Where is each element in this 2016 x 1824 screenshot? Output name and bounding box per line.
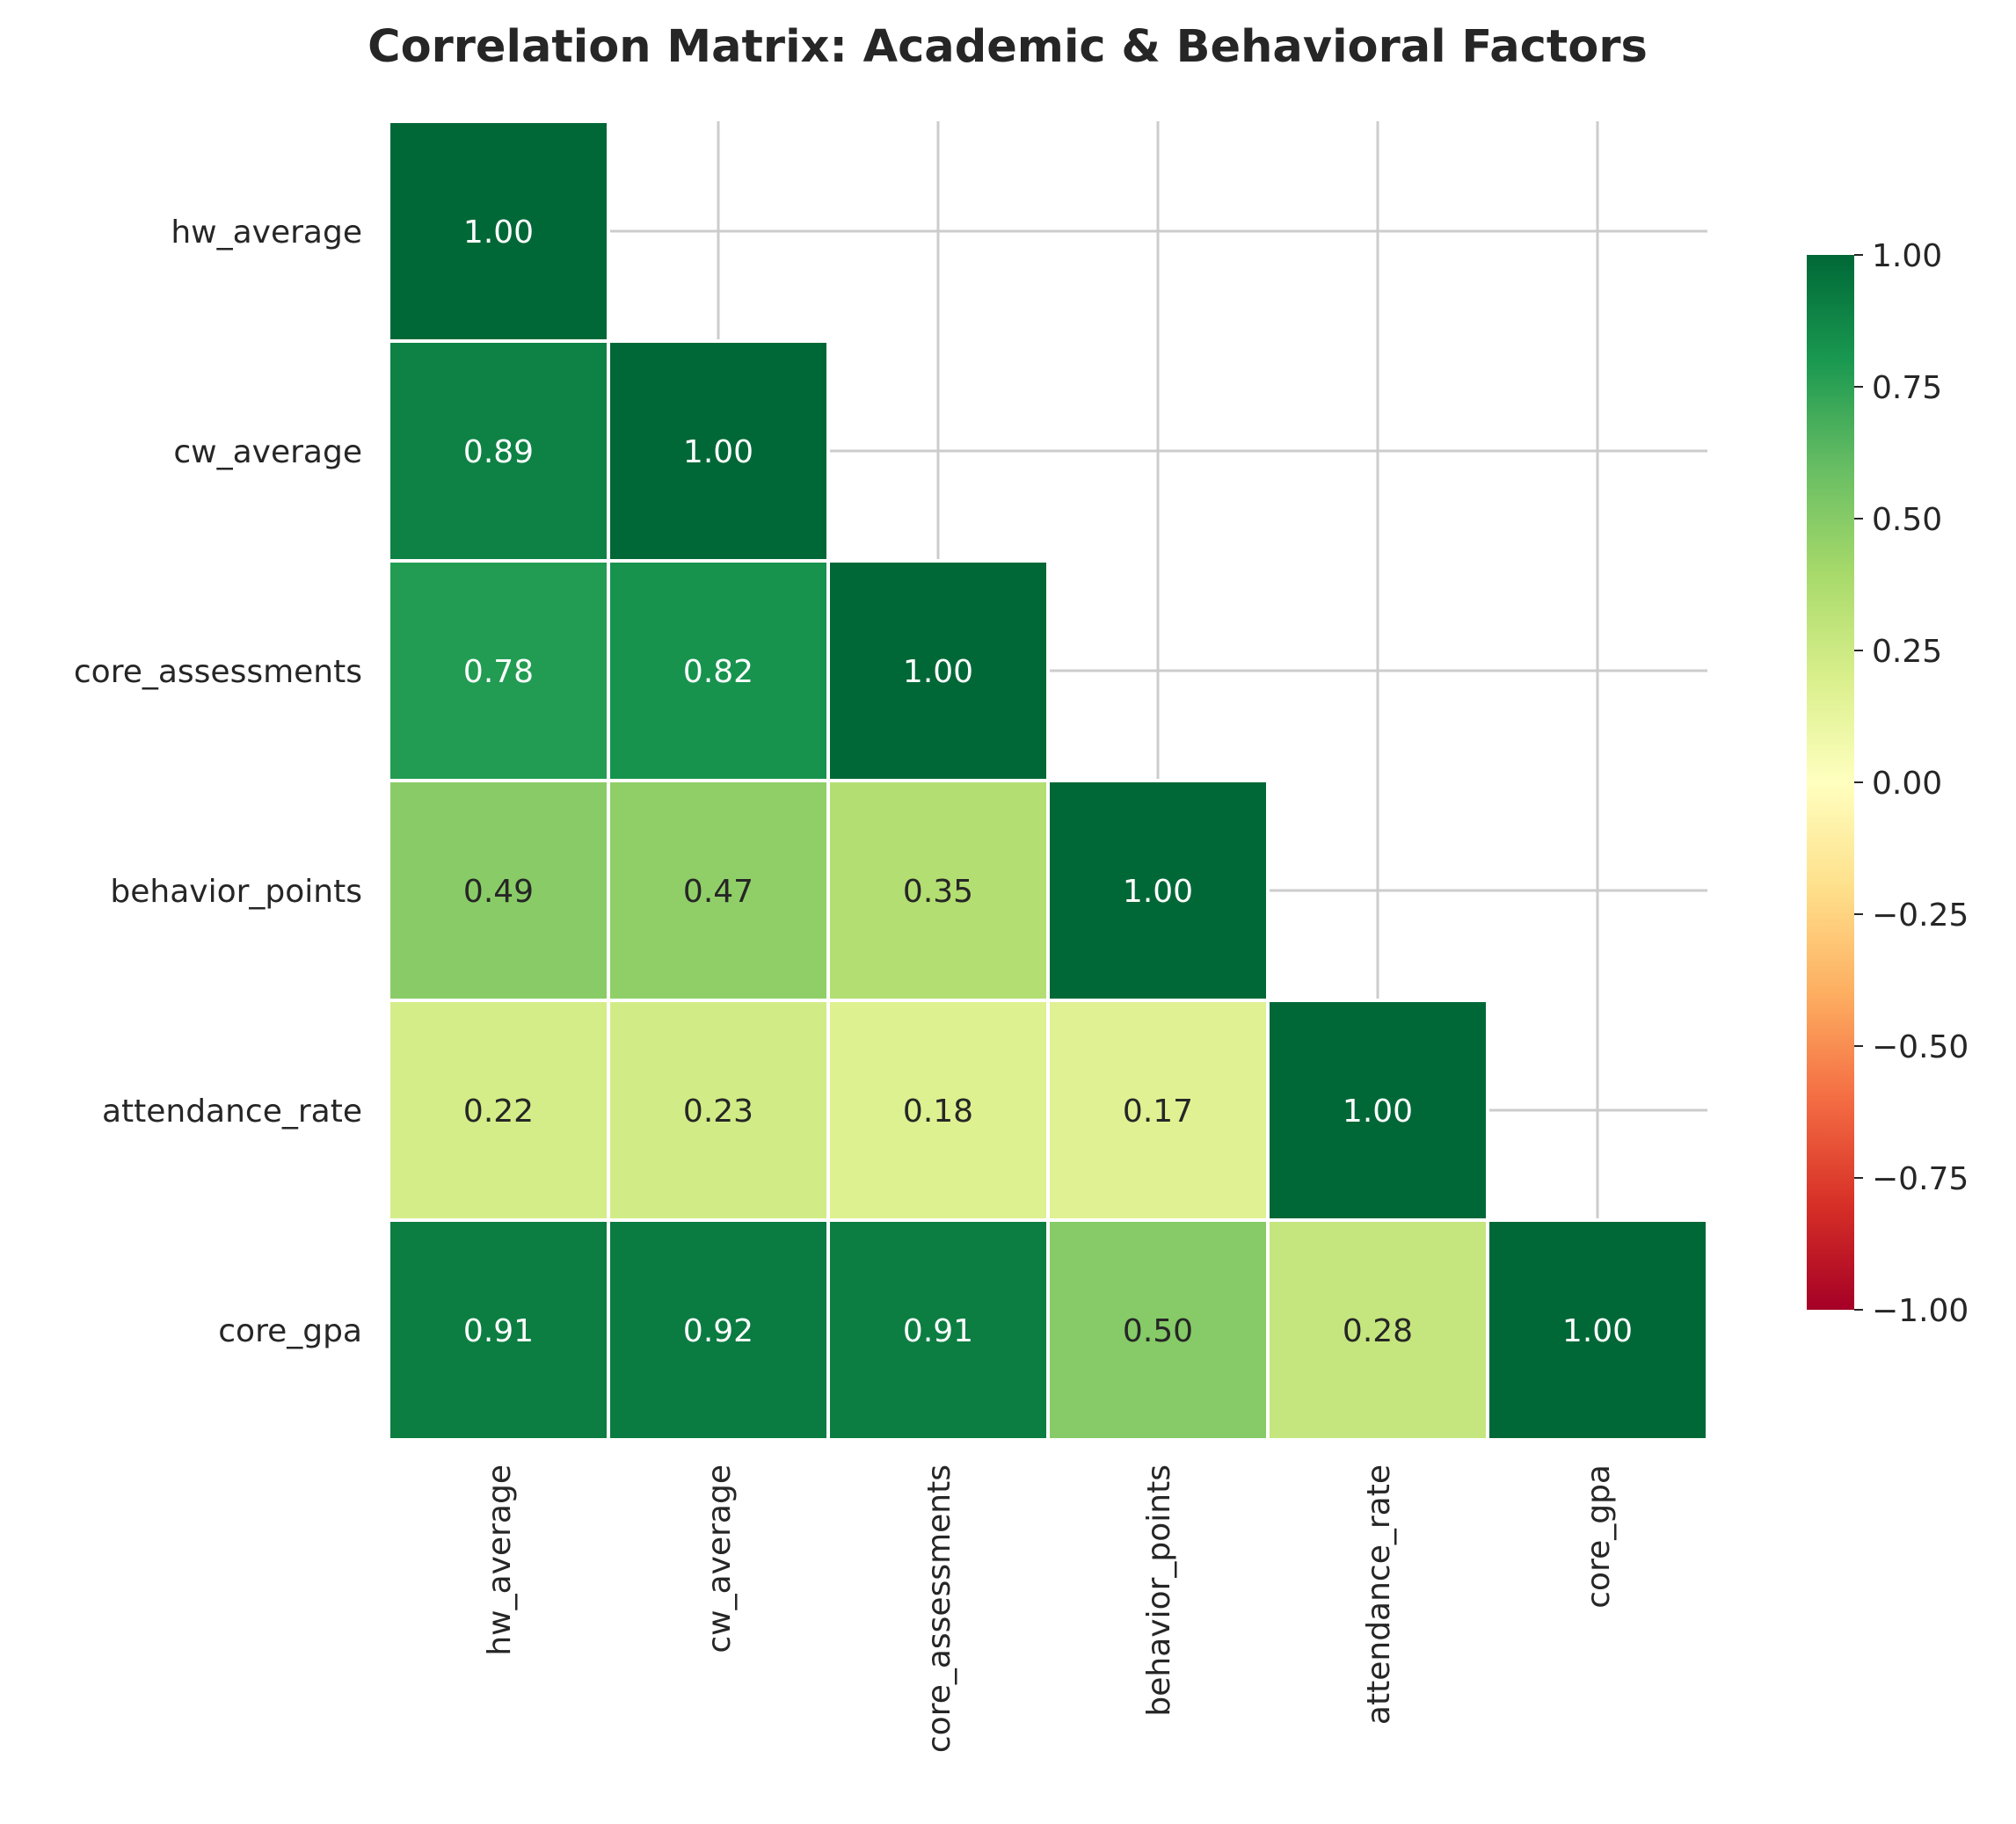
heatmap-cell	[387, 559, 610, 782]
heatmap-cell	[1266, 1218, 1489, 1442]
heatmap-cell	[387, 999, 610, 1222]
heatmap-cells: 1.00 0.89 1.00 0.78 0.82 1.00 0.49 0.47 0.35 1.00…	[387, 120, 1709, 1442]
cell-value-label: 0.35	[903, 874, 973, 910]
colorbar-tick-label: 0.50	[1872, 502, 1942, 538]
x-tick-label: attendance_rate	[1361, 1464, 1397, 1725]
heatmap-cell	[387, 339, 610, 563]
cell-value-label: 1.00	[1562, 1313, 1633, 1349]
cell-value-label: 0.47	[683, 874, 753, 910]
chart-title: Correlation Matrix: Academic & Behaviora…	[368, 21, 1648, 73]
colorbar-tick-label: −0.75	[1872, 1161, 1969, 1197]
colorbar: 1.00 0.75 0.50 0.25 0.00 −0.25 −0.50 −0.75 −1.00	[1807, 238, 1969, 1329]
cell-value-label: 0.49	[463, 874, 534, 910]
cell-value-label: 0.92	[683, 1313, 753, 1349]
x-axis-tick-labels: hw_average cw_average core_assessments beha…	[482, 1464, 1617, 1753]
colorbar-tick-label: 0.00	[1872, 766, 1942, 802]
cell-value-label: 0.91	[463, 1313, 534, 1349]
colorbar-tick-label: −0.25	[1872, 897, 1969, 934]
colorbar-tick-label: 0.25	[1872, 634, 1942, 670]
heatmap-cell	[826, 779, 1050, 1002]
heatmap-cell	[387, 779, 610, 1002]
cell-value-label: 0.18	[903, 1094, 973, 1130]
y-tick-label: hw_average	[171, 214, 362, 251]
cell-value-label: 0.78	[463, 654, 534, 690]
colorbar-tick-label: 1.00	[1872, 238, 1942, 274]
cell-value-label: 0.50	[1123, 1313, 1193, 1349]
x-tick-label: behavior_points	[1141, 1464, 1177, 1717]
cell-value-label: 0.22	[463, 1094, 534, 1130]
colorbar-tick-label: −0.50	[1872, 1029, 1969, 1065]
cell-value-label: 1.00	[683, 434, 753, 470]
y-tick-label: core_gpa	[218, 1313, 362, 1349]
cell-value-label: 0.89	[463, 434, 534, 470]
y-tick-label: cw_average	[173, 434, 362, 470]
cell-value-label: 0.23	[683, 1094, 753, 1130]
heatmap-cell	[607, 1218, 830, 1442]
heatmap-cell	[1046, 779, 1270, 1002]
heatmap-cell	[826, 1218, 1050, 1442]
cell-value-label: 1.00	[1123, 874, 1193, 910]
heatmap-cell	[1486, 1218, 1709, 1442]
x-tick-label: hw_average	[482, 1464, 518, 1656]
heatmap-cell	[387, 120, 610, 343]
cell-value-label: 1.00	[463, 214, 534, 251]
cell-value-label: 0.91	[903, 1313, 973, 1349]
y-axis-tick-labels: hw_average cw_average core_assessmentsbeha…	[74, 214, 362, 1349]
heatmap-cell	[607, 339, 830, 563]
x-tick-label: core_gpa	[1581, 1464, 1617, 1609]
cell-value-label: 1.00	[1343, 1094, 1413, 1130]
cell-value-label: 0.17	[1123, 1094, 1193, 1130]
colorbar-tick-label: 0.75	[1872, 370, 1942, 406]
x-tick-label: core_assessments	[921, 1464, 957, 1753]
cell-value-label: 0.82	[683, 654, 753, 690]
cell-value-label: 0.28	[1343, 1313, 1413, 1349]
colorbar-tick-label: −1.00	[1872, 1293, 1969, 1329]
x-tick-label: cw_average	[702, 1464, 738, 1653]
cell-value-label: 1.00	[903, 654, 973, 690]
y-tick-label: attendance_rate	[102, 1094, 362, 1130]
heatmap-cell	[387, 1218, 610, 1442]
colorbar-gradient	[1807, 255, 1854, 1310]
heatmap-cell	[607, 999, 830, 1222]
y-tick-label: behavior_points	[110, 874, 362, 910]
y-tick-label: core_assessments	[74, 654, 362, 690]
